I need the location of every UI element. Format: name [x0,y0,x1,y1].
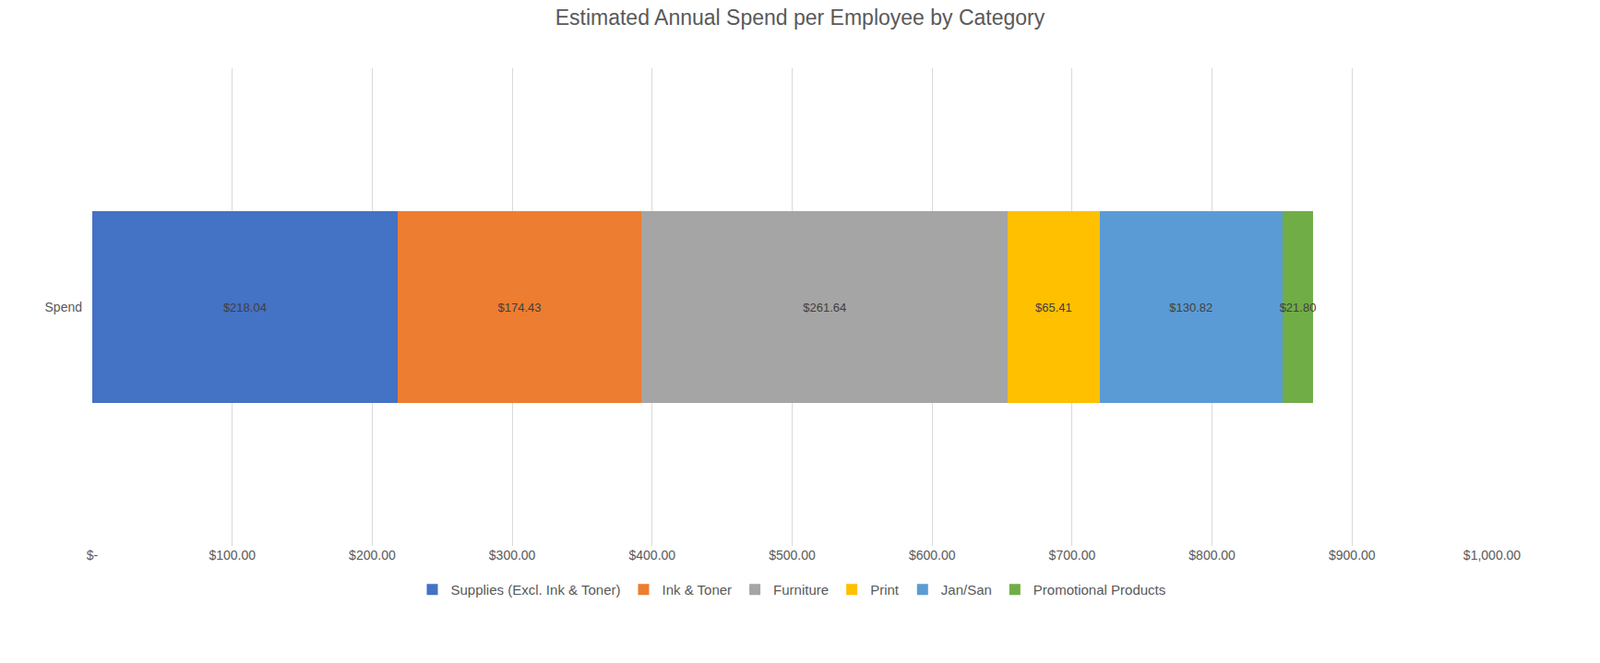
svg-text:Furniture: Furniture [773,582,829,598]
svg-text:Promotional Products: Promotional Products [1033,582,1166,598]
svg-text:$500.00: $500.00 [768,548,816,563]
svg-text:$300.00: $300.00 [489,548,537,563]
svg-text:$200.00: $200.00 [348,548,396,563]
svg-text:$261.64: $261.64 [802,300,847,315]
svg-text:$21.80: $21.80 [1279,300,1317,315]
svg-text:$800.00: $800.00 [1188,548,1236,563]
svg-text:$174.43: $174.43 [498,300,542,315]
svg-text:Spend: Spend [45,299,83,315]
svg-text:$700.00: $700.00 [1049,548,1097,563]
svg-text:Ink & Toner: Ink & Toner [661,582,732,598]
svg-text:Jan/San: Jan/San [941,582,992,598]
svg-text:$900.00: $900.00 [1328,548,1376,563]
svg-text:Estimated Annual Spend per Emp: Estimated Annual Spend per Employee by C… [555,5,1046,30]
svg-text:$100.00: $100.00 [208,548,256,563]
svg-text:$400.00: $400.00 [628,548,676,563]
svg-text:$-: $- [86,548,99,563]
svg-text:Print: Print [870,582,900,598]
svg-text:$600.00: $600.00 [908,548,956,563]
svg-text:$130.82: $130.82 [1169,300,1213,315]
svg-text:$218.04: $218.04 [223,300,267,315]
svg-text:Supplies (Excl. Ink & Toner): Supplies (Excl. Ink & Toner) [451,582,621,598]
svg-text:$65.41: $65.41 [1035,300,1073,315]
svg-text:$1,000.00: $1,000.00 [1463,548,1521,563]
